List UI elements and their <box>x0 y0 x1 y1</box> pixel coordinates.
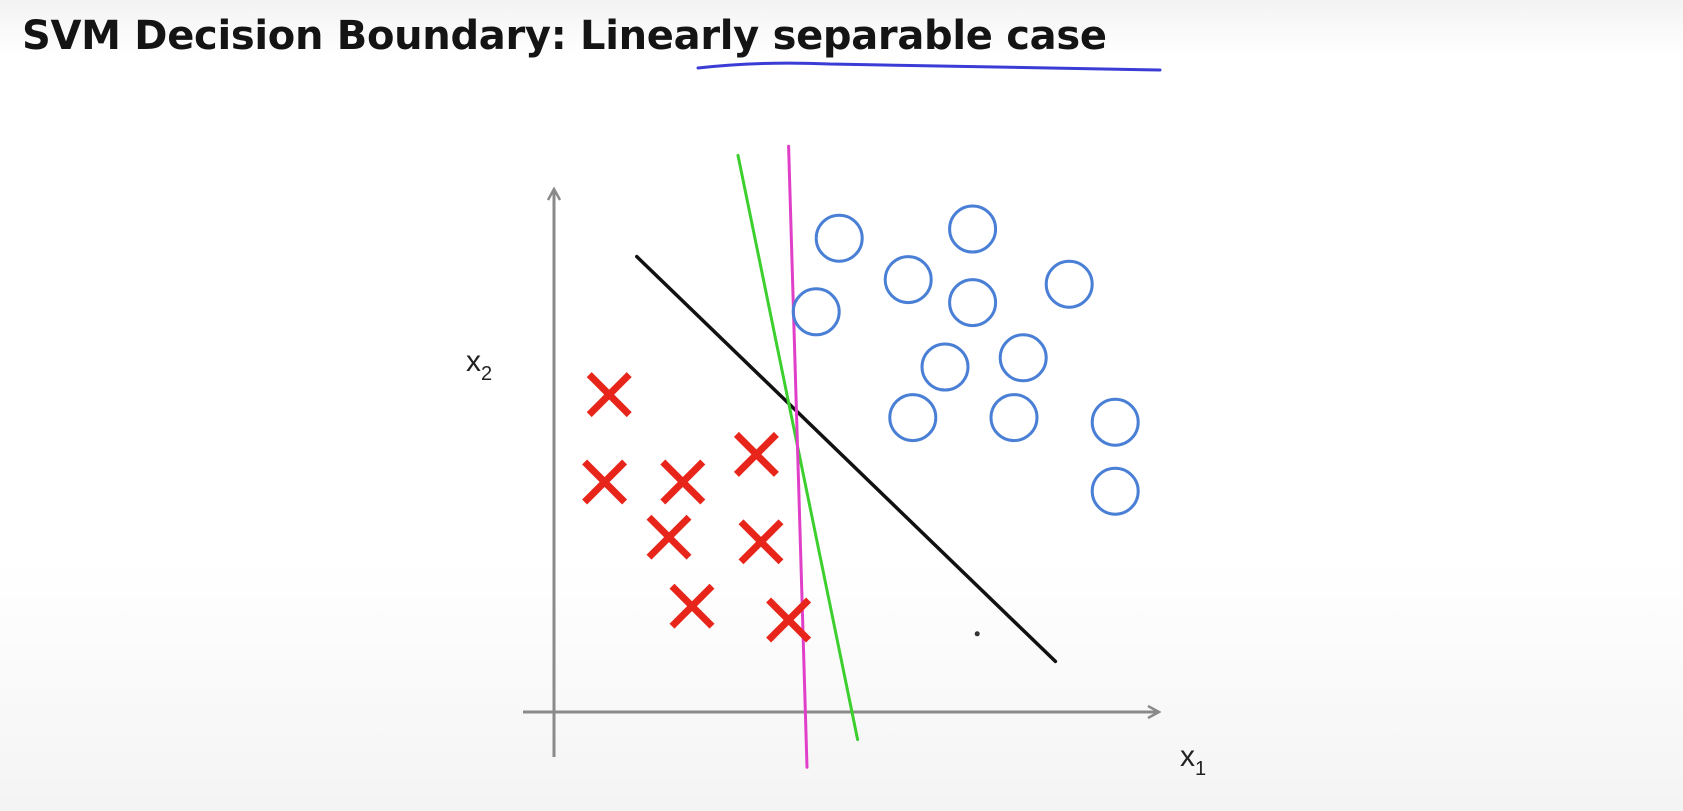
negative-example-cross <box>738 519 784 565</box>
positive-example-circle <box>998 333 1048 383</box>
decision-boundaries <box>635 144 1058 769</box>
stray-dot <box>974 631 980 637</box>
x-axis-label: x1 <box>1180 740 1206 780</box>
positive-example-circle <box>948 278 998 328</box>
positive-examples <box>791 204 1140 516</box>
negative-example-cross <box>733 431 779 477</box>
slide-title: SVM Decision Boundary: Linearly separabl… <box>22 6 1107 66</box>
cross-stroke <box>669 583 715 629</box>
title-emphasis: Linearly separable <box>580 13 993 59</box>
positive-example-circle <box>1044 259 1094 309</box>
positive-example-circle <box>888 393 938 443</box>
positive-example-circle <box>989 393 1039 443</box>
cross-stroke <box>660 459 706 505</box>
negative-examples <box>582 372 812 643</box>
handwritten-underline <box>696 61 1162 72</box>
positive-example-circle <box>948 204 998 254</box>
positive-example-circle <box>1090 397 1140 447</box>
cross-stroke <box>586 372 632 418</box>
y-axis-label: x2 <box>466 345 492 385</box>
positive-example-circle <box>1090 466 1140 516</box>
negative-example-cross <box>669 583 715 629</box>
negative-example-cross <box>660 459 706 505</box>
positive-example-circle <box>883 255 933 305</box>
cross-stroke <box>582 459 628 505</box>
black-boundary <box>635 254 1058 664</box>
title-tail: case <box>992 13 1107 59</box>
cross-stroke <box>646 514 692 560</box>
negative-example-cross <box>766 597 812 643</box>
positive-example-circle <box>814 213 864 263</box>
cross-stroke <box>766 597 812 643</box>
magenta-boundary <box>787 144 809 769</box>
cross-stroke <box>738 519 784 565</box>
positive-example-circle <box>920 342 970 392</box>
negative-example-cross <box>582 459 628 505</box>
title-main: SVM Decision Boundary: <box>22 13 581 59</box>
negative-example-cross <box>586 372 632 418</box>
cross-stroke <box>733 431 779 477</box>
positive-example-circle <box>791 287 841 337</box>
negative-example-cross <box>646 514 692 560</box>
